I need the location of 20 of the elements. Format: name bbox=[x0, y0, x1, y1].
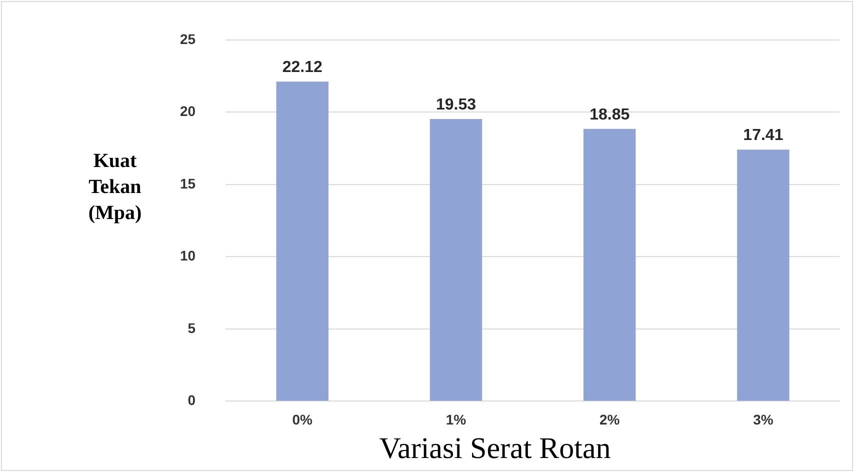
x-tick-label: 2% bbox=[599, 411, 620, 428]
y-axis-title: Kuat Tekan (Mpa) bbox=[87, 149, 143, 226]
y-tick-label: 20 bbox=[180, 103, 196, 120]
data-label: 22.12 bbox=[282, 59, 322, 76]
y-tick-label: 0 bbox=[188, 392, 196, 408]
x-tick-label: 3% bbox=[753, 411, 774, 428]
x-tick-label: 0% bbox=[292, 411, 314, 428]
y-tick-label: 10 bbox=[180, 248, 196, 264]
y-tick-label: 5 bbox=[188, 320, 196, 336]
bar bbox=[430, 119, 482, 401]
bar bbox=[276, 82, 328, 401]
y-tick-label: 15 bbox=[180, 175, 196, 192]
x-axis-title: Variasi Serat Rotan bbox=[379, 432, 611, 465]
bar bbox=[737, 150, 790, 401]
data-label: 17.41 bbox=[743, 127, 784, 144]
y-tick-label: 25 bbox=[180, 30, 196, 47]
data-label: 18.85 bbox=[590, 106, 630, 124]
data-label: 19.53 bbox=[436, 96, 476, 114]
x-tick-label: 1% bbox=[446, 411, 467, 428]
bar bbox=[583, 128, 636, 401]
